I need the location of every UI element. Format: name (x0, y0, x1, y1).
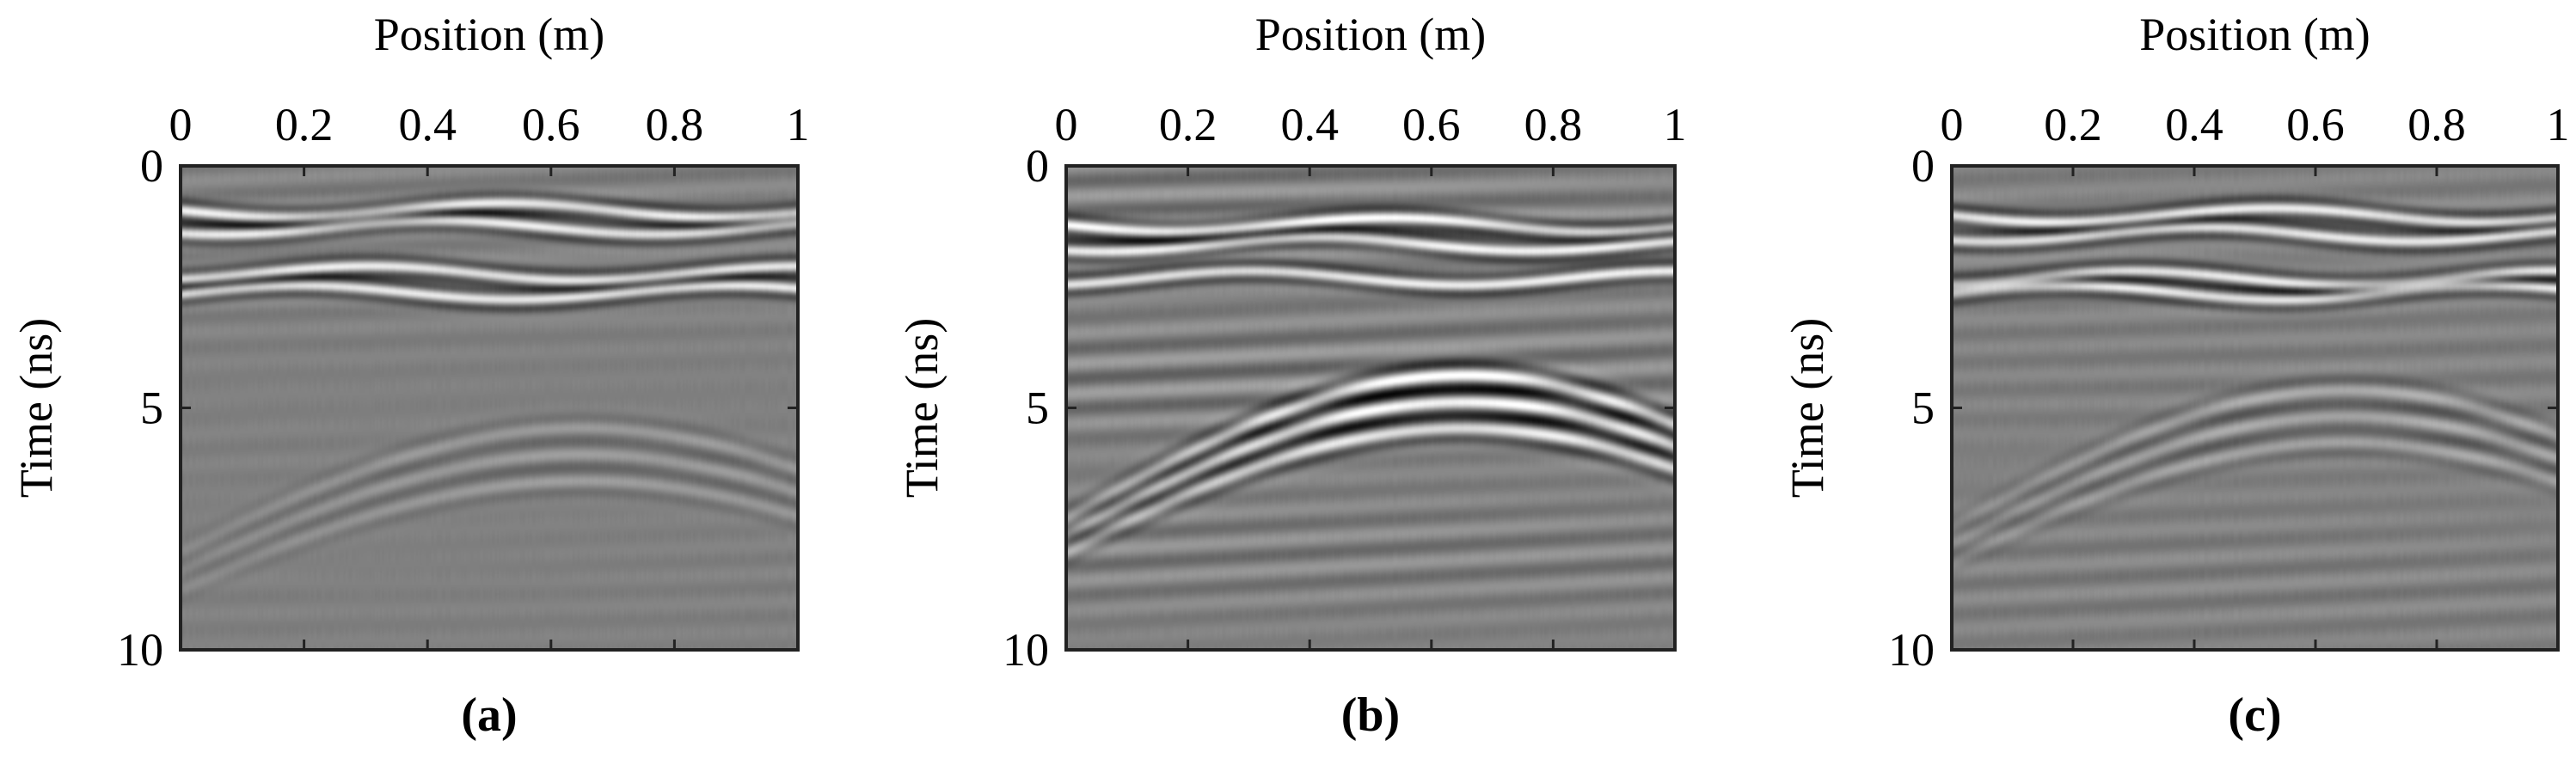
x-tick-label: 1 (2547, 99, 2570, 150)
x-tick-label: 0.4 (2165, 99, 2223, 150)
x-tick-label: 0.6 (2286, 99, 2345, 150)
radargram-image (1952, 166, 2558, 650)
x-tick-label: 1 (1664, 99, 1687, 150)
y-axis-title: Time (ns) (896, 318, 948, 499)
x-tick-label: 0.8 (1524, 99, 1583, 150)
x-tick-label: 0.4 (398, 99, 457, 150)
y-tick-label: 10 (1888, 624, 1935, 676)
x-axis-title: Position (m) (2139, 9, 2371, 60)
panel-label: (c) (2228, 689, 2281, 742)
x-axis-title: Position (m) (374, 9, 605, 60)
x-tick-label: 0.6 (522, 99, 580, 150)
x-axis-title: Position (m) (1255, 9, 1487, 60)
y-tick-label: 10 (1003, 624, 1049, 676)
x-tick-label: 0 (1055, 99, 1078, 150)
x-tick-label: 1 (787, 99, 810, 150)
x-tick-label: 0.2 (275, 99, 334, 150)
x-tick-label: 0 (169, 99, 193, 150)
x-tick-label: 0.6 (1402, 99, 1461, 150)
y-tick-label: 5 (1026, 383, 1049, 434)
y-axis-title: Time (ns) (10, 318, 62, 499)
x-tick-label: 0.8 (646, 99, 704, 150)
y-tick-label: 5 (140, 383, 163, 434)
y-tick-label: 5 (1911, 383, 1935, 434)
y-tick-label: 0 (140, 140, 163, 192)
radargram-image (181, 166, 798, 650)
y-tick-label: 0 (1026, 140, 1049, 192)
panel-label: (b) (1341, 689, 1400, 742)
x-tick-label: 0.8 (2407, 99, 2466, 150)
x-tick-label: 0.2 (1159, 99, 1217, 150)
y-tick-label: 0 (1911, 140, 1935, 192)
y-tick-label: 10 (117, 624, 163, 676)
x-tick-label: 0.2 (2044, 99, 2102, 150)
panel-label: (a) (461, 689, 517, 742)
radargram-image (1066, 166, 1675, 650)
x-tick-label: 0.4 (1280, 99, 1339, 150)
y-axis-title: Time (ns) (1782, 318, 1833, 499)
x-tick-label: 0 (1941, 99, 1964, 150)
